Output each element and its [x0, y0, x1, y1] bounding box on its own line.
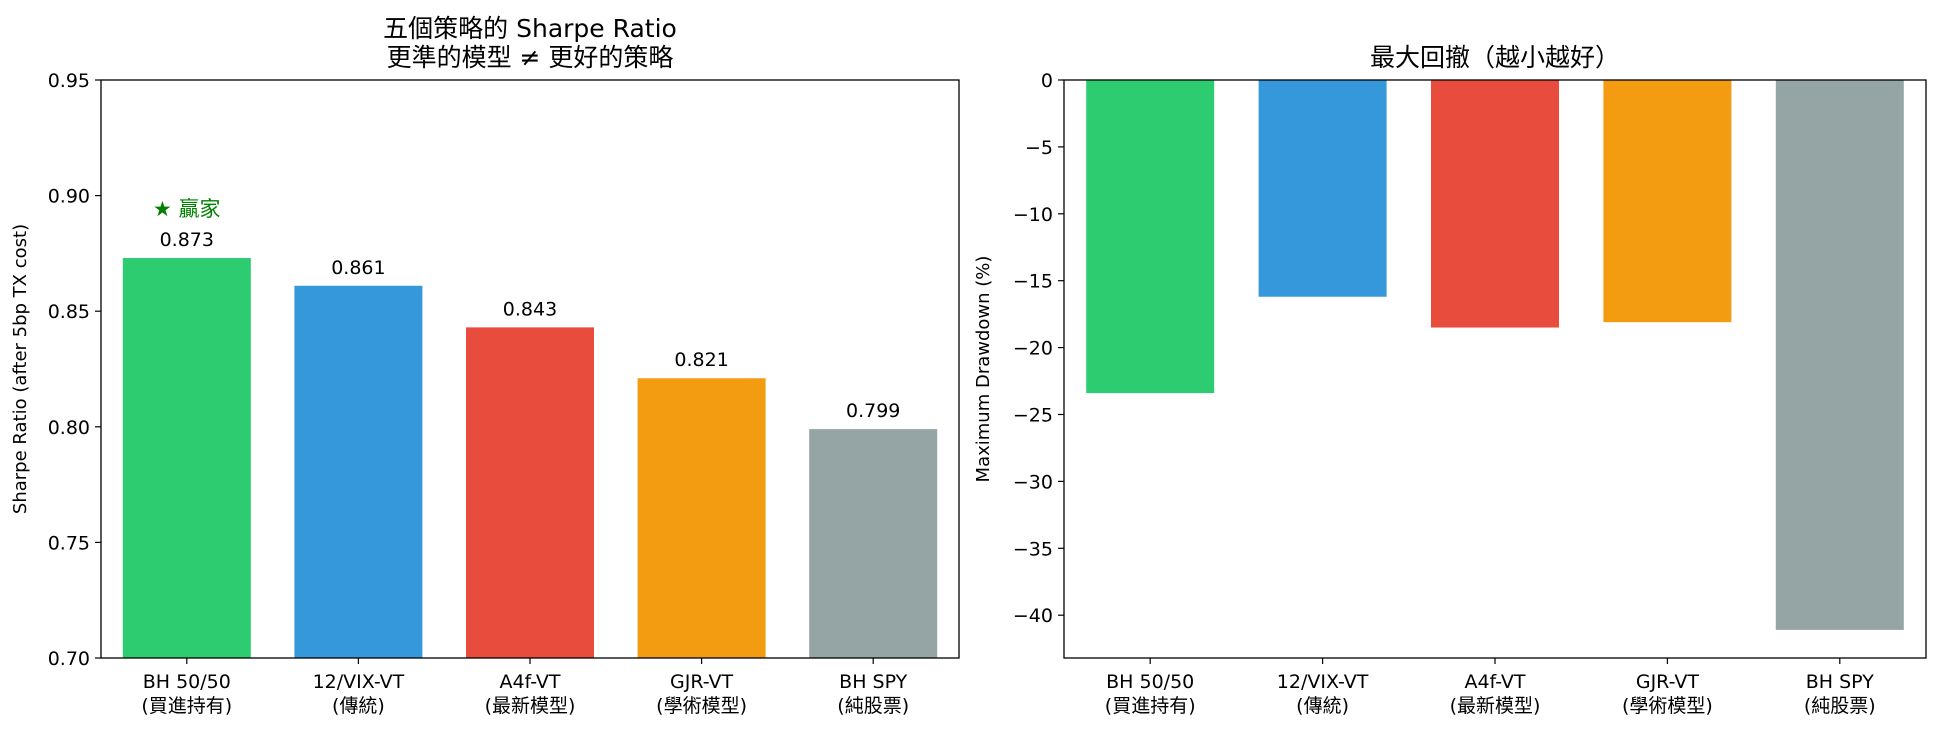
y-tick-label: −15 — [1013, 271, 1053, 293]
x-tick-label-line: GJR-VT — [1636, 671, 1699, 693]
data-label: 0.821 — [674, 349, 728, 371]
x-tick-label-line: BH SPY — [1806, 671, 1874, 693]
x-tick-label-line: (傳統) — [332, 695, 385, 717]
y-tick-label: 0.85 — [48, 301, 90, 323]
x-tick-label-line: (最新模型) — [485, 695, 576, 717]
y-axis-label: Maximum Drawdown (%) — [973, 256, 994, 483]
data-label: 0.843 — [503, 298, 557, 320]
bar — [1603, 80, 1732, 323]
bar — [1086, 80, 1215, 394]
bar — [637, 378, 766, 658]
data-label: 0.861 — [331, 257, 385, 279]
y-tick-label: −40 — [1013, 605, 1053, 627]
x-tick-label-line: BH SPY — [839, 671, 907, 693]
chart-title-line: 最大回撤（越小越好） — [1370, 43, 1620, 72]
x-tick-label-line: (買進持有) — [1105, 695, 1196, 717]
y-tick-label: −20 — [1013, 338, 1053, 360]
x-tick-label-line: GJR-VT — [670, 671, 733, 693]
chart-title-line: 更準的模型 ≠ 更好的策略 — [387, 43, 674, 72]
chart-title: 五個策略的 Sharpe Ratio 更準的模型 ≠ 更好的策略 — [383, 14, 677, 72]
x-tick-label: BH 50/50 (買進持有) — [141, 671, 232, 717]
y-tick-label: 0.90 — [48, 186, 90, 208]
x-tick-label: 12/VIX-VT (傳統) — [1277, 671, 1369, 717]
y-tick-label: 0.95 — [48, 70, 90, 92]
x-tick-label-line: 12/VIX-VT — [1277, 671, 1369, 693]
y-tick-label: −10 — [1013, 204, 1053, 226]
x-tick-label-line: (純股票) — [1804, 695, 1876, 717]
x-tick-label-line: (最新模型) — [1450, 695, 1541, 717]
x-tick-label: GJR-VT (學術模型) — [656, 671, 747, 717]
x-tick-label-line: (傳統) — [1296, 695, 1349, 717]
bar — [1258, 80, 1387, 297]
chart-title-line: 五個策略的 Sharpe Ratio — [383, 14, 677, 43]
x-tick-label-line: BH 50/50 — [143, 671, 231, 693]
chart-title: 最大回撤（越小越好） — [1370, 43, 1620, 72]
bar — [122, 258, 251, 658]
x-tick-label-line: (學術模型) — [1622, 695, 1713, 717]
winner-annotation: ★ 贏家 — [153, 197, 221, 221]
x-tick-label: A4f-VT (最新模型) — [1450, 671, 1541, 717]
x-tick-label-line: (純股票) — [837, 695, 909, 717]
bar — [466, 327, 594, 658]
x-tick-label: GJR-VT (學術模型) — [1622, 671, 1713, 717]
y-tick-label: −35 — [1013, 538, 1053, 560]
y-tick-label: 0.80 — [48, 417, 90, 439]
y-tick-label: 0 — [1041, 70, 1053, 92]
x-tick-label: BH SPY (純股票) — [837, 671, 909, 717]
bar — [1431, 80, 1559, 328]
x-tick-label-line: (學術模型) — [656, 695, 747, 717]
x-tick-label-line: 12/VIX-VT — [313, 671, 405, 693]
x-tick-label-line: (買進持有) — [141, 695, 232, 717]
x-tick-label: A4f-VT (最新模型) — [485, 671, 576, 717]
y-tick-label: −30 — [1013, 471, 1053, 493]
x-tick-label-line: A4f-VT — [499, 671, 560, 693]
y-tick-label: 0.75 — [48, 532, 90, 554]
y-tick-label: −25 — [1013, 404, 1053, 426]
bar — [809, 429, 938, 658]
x-tick-label: BH SPY (純股票) — [1804, 671, 1876, 717]
bar — [294, 285, 423, 658]
x-tick-label: BH 50/50 (買進持有) — [1105, 671, 1196, 717]
y-axis-label: Sharpe Ratio (after 5bp TX cost) — [10, 224, 31, 514]
sharpe-ratio-chart: 五個策略的 Sharpe Ratio 更準的模型 ≠ 更好的策略 0.873 0.86… — [10, 14, 960, 717]
y-tick-label: 0.70 — [48, 648, 90, 670]
max-drawdown-chart: 最大回撤（越小越好） 0 −5 −10 −15 −20 −25 −30 −35 −40 BH 50/… — [973, 43, 1927, 717]
x-tick-label-line: A4f-VT — [1464, 671, 1525, 693]
bar — [1775, 80, 1904, 630]
x-tick-label-line: BH 50/50 — [1106, 671, 1194, 693]
data-label: 0.799 — [846, 400, 900, 422]
x-tick-label: 12/VIX-VT (傳統) — [313, 671, 405, 717]
y-tick-label: −5 — [1025, 137, 1053, 159]
data-label: 0.873 — [160, 229, 214, 251]
